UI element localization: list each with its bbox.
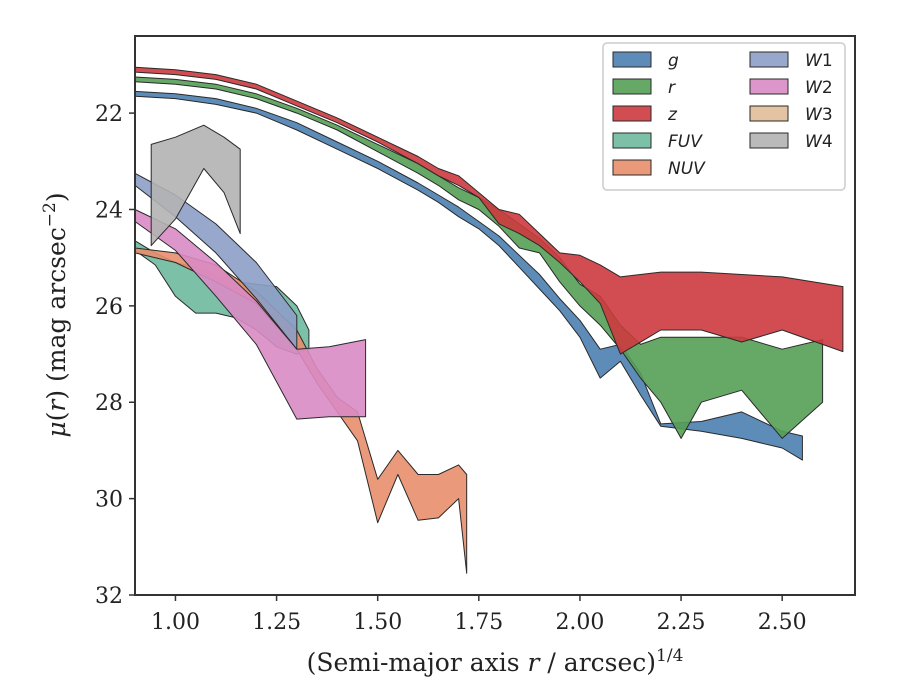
legend-label-fuv: FUV bbox=[668, 132, 703, 152]
legend-swatch-w3 bbox=[749, 105, 789, 122]
y-tick-label: 30 bbox=[95, 488, 123, 513]
legend-label-w1: W1 bbox=[805, 51, 833, 71]
x-tick-label: 2.25 bbox=[657, 610, 706, 635]
legend-label-w4: W4 bbox=[805, 132, 833, 152]
x-axis-label: (Semi-major axis r / arcsec)1/4 bbox=[307, 646, 684, 677]
legend-swatch-nuv bbox=[612, 159, 652, 176]
y-tick-label: 24 bbox=[95, 198, 123, 223]
legend-label-w3: W3 bbox=[805, 105, 833, 125]
x-axis: 1.00 1.25 1.50 1.75 2.00 2.25 2.50 bbox=[151, 595, 807, 635]
legend-swatch-w1 bbox=[749, 51, 789, 68]
legend-items: grz FUV NUV W1 W2 W3 W4 bbox=[612, 51, 833, 179]
legend-swatch-g bbox=[612, 51, 652, 68]
x-tick-label: 1.00 bbox=[151, 610, 200, 635]
x-tick-label: 1.75 bbox=[454, 610, 503, 635]
legend-label-w2: W2 bbox=[805, 78, 833, 98]
y-axis-label: μ(r) (mag arcsec−2) bbox=[40, 192, 71, 437]
series-layer bbox=[134, 66, 844, 574]
legend-swatch-z bbox=[612, 105, 652, 122]
x-tick-label: 2.50 bbox=[758, 610, 807, 635]
series-band-w2 bbox=[134, 209, 367, 420]
legend-swatch-w4 bbox=[749, 132, 789, 149]
x-tick-label: 1.50 bbox=[353, 610, 402, 635]
y-tick-label: 26 bbox=[95, 295, 123, 320]
plot-frame bbox=[134, 35, 856, 596]
legend-swatch-w2 bbox=[749, 78, 789, 95]
legend-label-z: z bbox=[667, 105, 678, 125]
legend-label-g: g bbox=[668, 51, 679, 71]
legend-swatch-fuv bbox=[612, 132, 652, 149]
series-band-w4 bbox=[150, 124, 241, 247]
legend-swatch-r bbox=[612, 78, 652, 95]
y-tick-label: 22 bbox=[95, 102, 123, 127]
y-tick-label: 28 bbox=[95, 391, 123, 416]
x-tick-label: 2.00 bbox=[555, 610, 604, 635]
series-band-z bbox=[134, 66, 844, 355]
legend-label-r: r bbox=[668, 78, 676, 98]
series-band-r bbox=[134, 76, 824, 439]
y-axis: 22 24 26 28 30 32 bbox=[95, 102, 135, 609]
legend: grz FUV NUV W1 W2 W3 W4 bbox=[602, 42, 846, 191]
y-tick-label: 32 bbox=[95, 584, 123, 609]
x-tick-label: 1.25 bbox=[252, 610, 301, 635]
legend-label-nuv: NUV bbox=[668, 159, 706, 179]
